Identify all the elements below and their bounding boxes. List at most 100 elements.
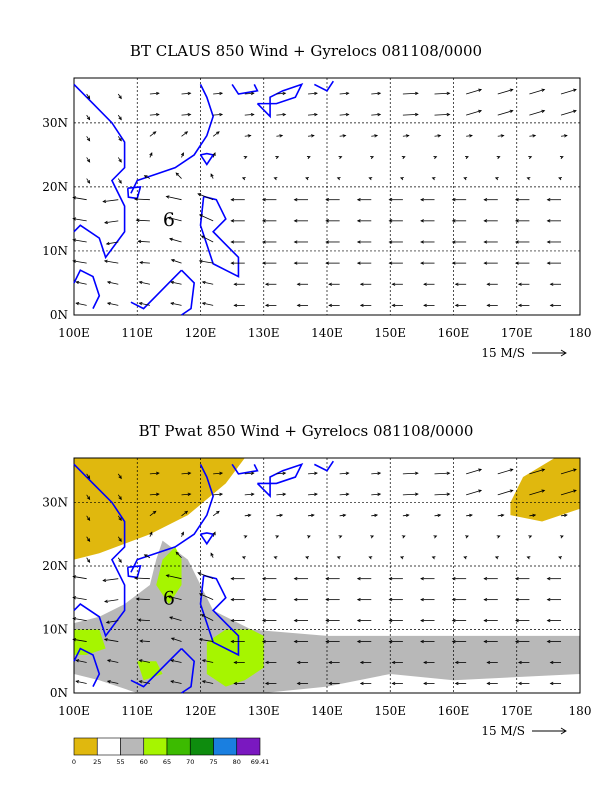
wind-vector-head <box>230 577 235 581</box>
wind-vector <box>213 114 223 116</box>
x-tick-label: 130E <box>248 326 280 340</box>
wind-vector-head <box>328 282 333 286</box>
wind-vector <box>144 554 151 559</box>
wind-vector <box>76 680 87 684</box>
wind-vector-head <box>118 180 122 184</box>
wind-vector-head <box>261 618 266 623</box>
wind-vector-head <box>517 303 522 308</box>
wind-vector-head <box>451 577 456 581</box>
wind-vector-head <box>405 134 410 138</box>
wind-vector-head <box>509 109 514 113</box>
colorbar-swatch <box>166 737 191 756</box>
wind-vector-head <box>391 282 396 286</box>
wind-vector-head <box>230 639 235 644</box>
wind-vector-head <box>86 158 91 163</box>
wind-vector <box>169 616 182 621</box>
wind-vector-head <box>72 217 77 221</box>
coastline <box>130 463 214 573</box>
colorbar-label: 0 <box>72 758 76 766</box>
wind-vector-head <box>483 198 488 202</box>
wind-vector <box>104 260 119 264</box>
wind-vector <box>560 135 567 137</box>
coastline <box>130 647 183 688</box>
wind-vector-head <box>420 219 424 223</box>
wind-vector-head <box>478 109 483 113</box>
wind-vector-head <box>572 88 577 92</box>
wind-vector-head <box>247 513 252 518</box>
wind-vector-head <box>170 302 175 306</box>
wind-vector <box>339 92 349 95</box>
wind-vector <box>170 302 182 306</box>
wind-vector-head <box>201 680 206 684</box>
wind-vector-head <box>72 196 77 200</box>
wind-vector-head <box>391 303 396 308</box>
wind-vector-head <box>328 681 333 686</box>
wind-vector-head <box>451 261 456 265</box>
wind-vector-head <box>546 577 551 581</box>
wind-vector-head <box>293 577 298 581</box>
wind-vector-head <box>325 639 330 644</box>
wind-vector <box>402 92 418 95</box>
wind-vector-head <box>306 535 311 539</box>
wind-vector-head <box>496 156 501 160</box>
wind-vector-head <box>328 303 333 308</box>
wind-vector <box>402 114 418 116</box>
wind-vector-head <box>72 638 77 642</box>
wind-vector-head <box>169 237 173 241</box>
wind-vector <box>434 135 441 137</box>
colorbar-swatch <box>120 737 145 756</box>
wind-vector <box>276 472 286 475</box>
wind-vector-head <box>118 116 122 121</box>
colorbar-label: 60 <box>140 758 148 766</box>
wind-vector-head <box>149 531 153 536</box>
reference-vector-head <box>560 349 567 357</box>
wind-vector-head <box>86 137 91 142</box>
wind-vector <box>139 262 150 264</box>
wind-vector-head <box>198 638 203 642</box>
wind-vector-head <box>420 198 424 202</box>
wind-vector-head <box>86 496 91 501</box>
wind-vector-chart: 6 100E 110E 120E 130E 140E 150E 160E 170E 180 0N 10… <box>42 77 591 360</box>
wind-vector-head <box>118 496 122 501</box>
wind-vector-head <box>431 556 436 560</box>
wind-vector-head <box>514 240 519 244</box>
coastline <box>313 460 334 472</box>
wind-vector-head <box>293 240 298 244</box>
wind-vector <box>73 638 87 642</box>
wind-vector-head <box>483 577 488 581</box>
wind-vector <box>307 514 314 517</box>
y-tick-label: 0N <box>50 686 68 700</box>
wind-vector-head <box>106 302 111 306</box>
wind-vector <box>402 514 409 517</box>
coastline <box>231 463 259 475</box>
wind-vector <box>149 131 157 137</box>
wind-vector-head <box>275 156 280 160</box>
wind-vector-head <box>465 156 469 160</box>
wind-vector <box>276 514 283 517</box>
wind-vector-head <box>86 559 91 563</box>
pwat-band-0-25 <box>74 458 245 560</box>
wind-vector-head <box>377 91 382 96</box>
colorbar-swatch <box>73 737 98 756</box>
wind-vector-head <box>314 471 318 475</box>
wind-vector-head <box>296 681 301 686</box>
coastline <box>130 84 214 194</box>
wind-vector-head <box>282 471 287 475</box>
pwat-band-0-25-east <box>510 458 580 522</box>
wind-vector-head <box>198 259 203 263</box>
wind-vector-head <box>273 556 278 560</box>
wind-vector-head <box>454 681 459 686</box>
top-chart-title: BT CLAUS 850 Wind + Gyrelocs 081108/0000 <box>129 42 483 60</box>
wind-vector <box>560 89 577 95</box>
wind-vector-head <box>139 260 143 265</box>
wind-vector <box>402 135 409 137</box>
wind-vector-head <box>104 599 108 603</box>
wind-vector-head <box>187 91 192 96</box>
wind-vector <box>202 281 214 285</box>
wind-vector-head <box>356 261 361 265</box>
wind-vector <box>76 659 87 663</box>
wind-vector <box>175 551 182 558</box>
wind-vector-head <box>342 513 347 518</box>
wind-vector <box>181 92 191 95</box>
wind-vector-head <box>216 510 220 515</box>
